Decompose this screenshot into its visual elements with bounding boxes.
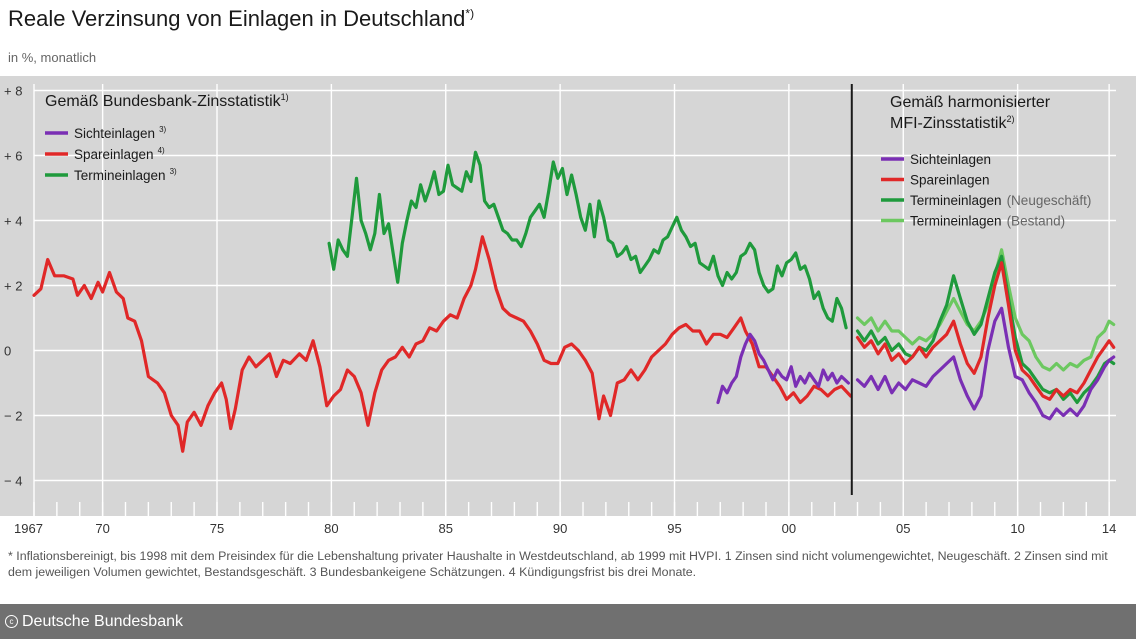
y-tick-label: 0: [4, 344, 11, 359]
chart-title-text: Reale Verzinsung von Einlagen in Deutsch…: [8, 6, 466, 31]
copyright-icon: c: [5, 615, 18, 628]
y-tick-label: − 2: [4, 409, 22, 424]
x-tick-label: 75: [210, 521, 224, 536]
y-tick-label: + 4: [4, 214, 22, 229]
x-tick-label: 80: [324, 521, 338, 536]
legend-label: Sichteinlagen 3): [74, 125, 167, 141]
series-line: [716, 332, 850, 405]
chart-subtitle: in %, monatlich: [8, 50, 97, 65]
x-tick-label: 85: [439, 521, 453, 536]
x-tick-label: 1967: [14, 521, 43, 536]
legend-label: Spareinlagen: [910, 173, 990, 188]
legend-label-extra: (Bestand): [1007, 214, 1066, 229]
x-tick-label: 14: [1102, 521, 1116, 536]
legend-label: Sichteinlagen: [910, 152, 991, 167]
line-chart: + 8 + 6 + 4 + 2 0 − 2 − 4 1967 70 75 80 85 90 95 00 05…: [0, 76, 1136, 536]
legend-title: Gemäß Bundesbank-Zinsstatistik1): [45, 92, 289, 110]
legend-label-note: 3): [159, 125, 166, 134]
plot-background: [0, 76, 1136, 516]
legend-label-note: 4): [158, 146, 165, 155]
grid-lines: [33, 84, 1116, 516]
x-tick-label: 70: [95, 521, 109, 536]
x-tick-label: 95: [667, 521, 681, 536]
x-tick-label: 00: [782, 521, 796, 536]
legend-title: MFI-Zinsstatistik2): [890, 114, 1014, 132]
series-line: [327, 150, 848, 330]
y-tick-label: + 6: [4, 149, 22, 164]
y-tick-label: − 4: [4, 474, 22, 489]
source-label: Deutsche Bundesbank: [22, 612, 183, 630]
chart-title-footnote-mark: *): [465, 6, 475, 21]
legend-bundesbank: Gemäß Bundesbank-Zinsstatistik1) Sichtein…: [45, 92, 289, 183]
legend-label: Spareinlagen 4): [74, 146, 165, 162]
legend-label: Termineinlagen (Bestand): [910, 214, 1065, 229]
legend-label: Termineinlagen 3): [74, 167, 177, 183]
y-axis: + 8 + 6 + 4 + 2 0 − 2 − 4: [4, 84, 22, 489]
y-tick-label: + 8: [4, 84, 22, 99]
legend-label-note: 3): [170, 167, 177, 176]
legend-title-note: 1): [281, 92, 289, 102]
x-tick-label: 10: [1010, 521, 1024, 536]
x-axis: 1967 70 75 80 85 90 95 00 05 10 14: [14, 502, 1116, 536]
series-line: [32, 235, 853, 453]
series-line: [855, 254, 1116, 405]
legend-label: Termineinlagen (Neugeschäft): [910, 193, 1091, 208]
legend-title-note: 2): [1006, 114, 1014, 124]
x-tick-label: 05: [896, 521, 910, 536]
series-line: [855, 248, 1116, 372]
chart-title: Reale Verzinsung von Einlagen in Deutsch…: [8, 6, 474, 32]
chart-footnote: * Inflationsbereinigt, bis 1998 mit dem …: [8, 549, 1108, 579]
series-lines: [32, 150, 1116, 453]
legend-title: Gemäß harmonisierter: [890, 94, 1051, 111]
series-line: [855, 306, 1116, 421]
legend-mfi: Gemäß harmonisierter MFI-Zinsstatistik2) S…: [881, 94, 1091, 229]
y-tick-label: + 2: [4, 279, 22, 294]
x-tick-label: 90: [553, 521, 567, 536]
legend-label-extra: (Neugeschäft): [1007, 193, 1092, 208]
source-bar: c Deutsche Bundesbank: [0, 604, 1136, 639]
series-line: [855, 261, 1116, 401]
